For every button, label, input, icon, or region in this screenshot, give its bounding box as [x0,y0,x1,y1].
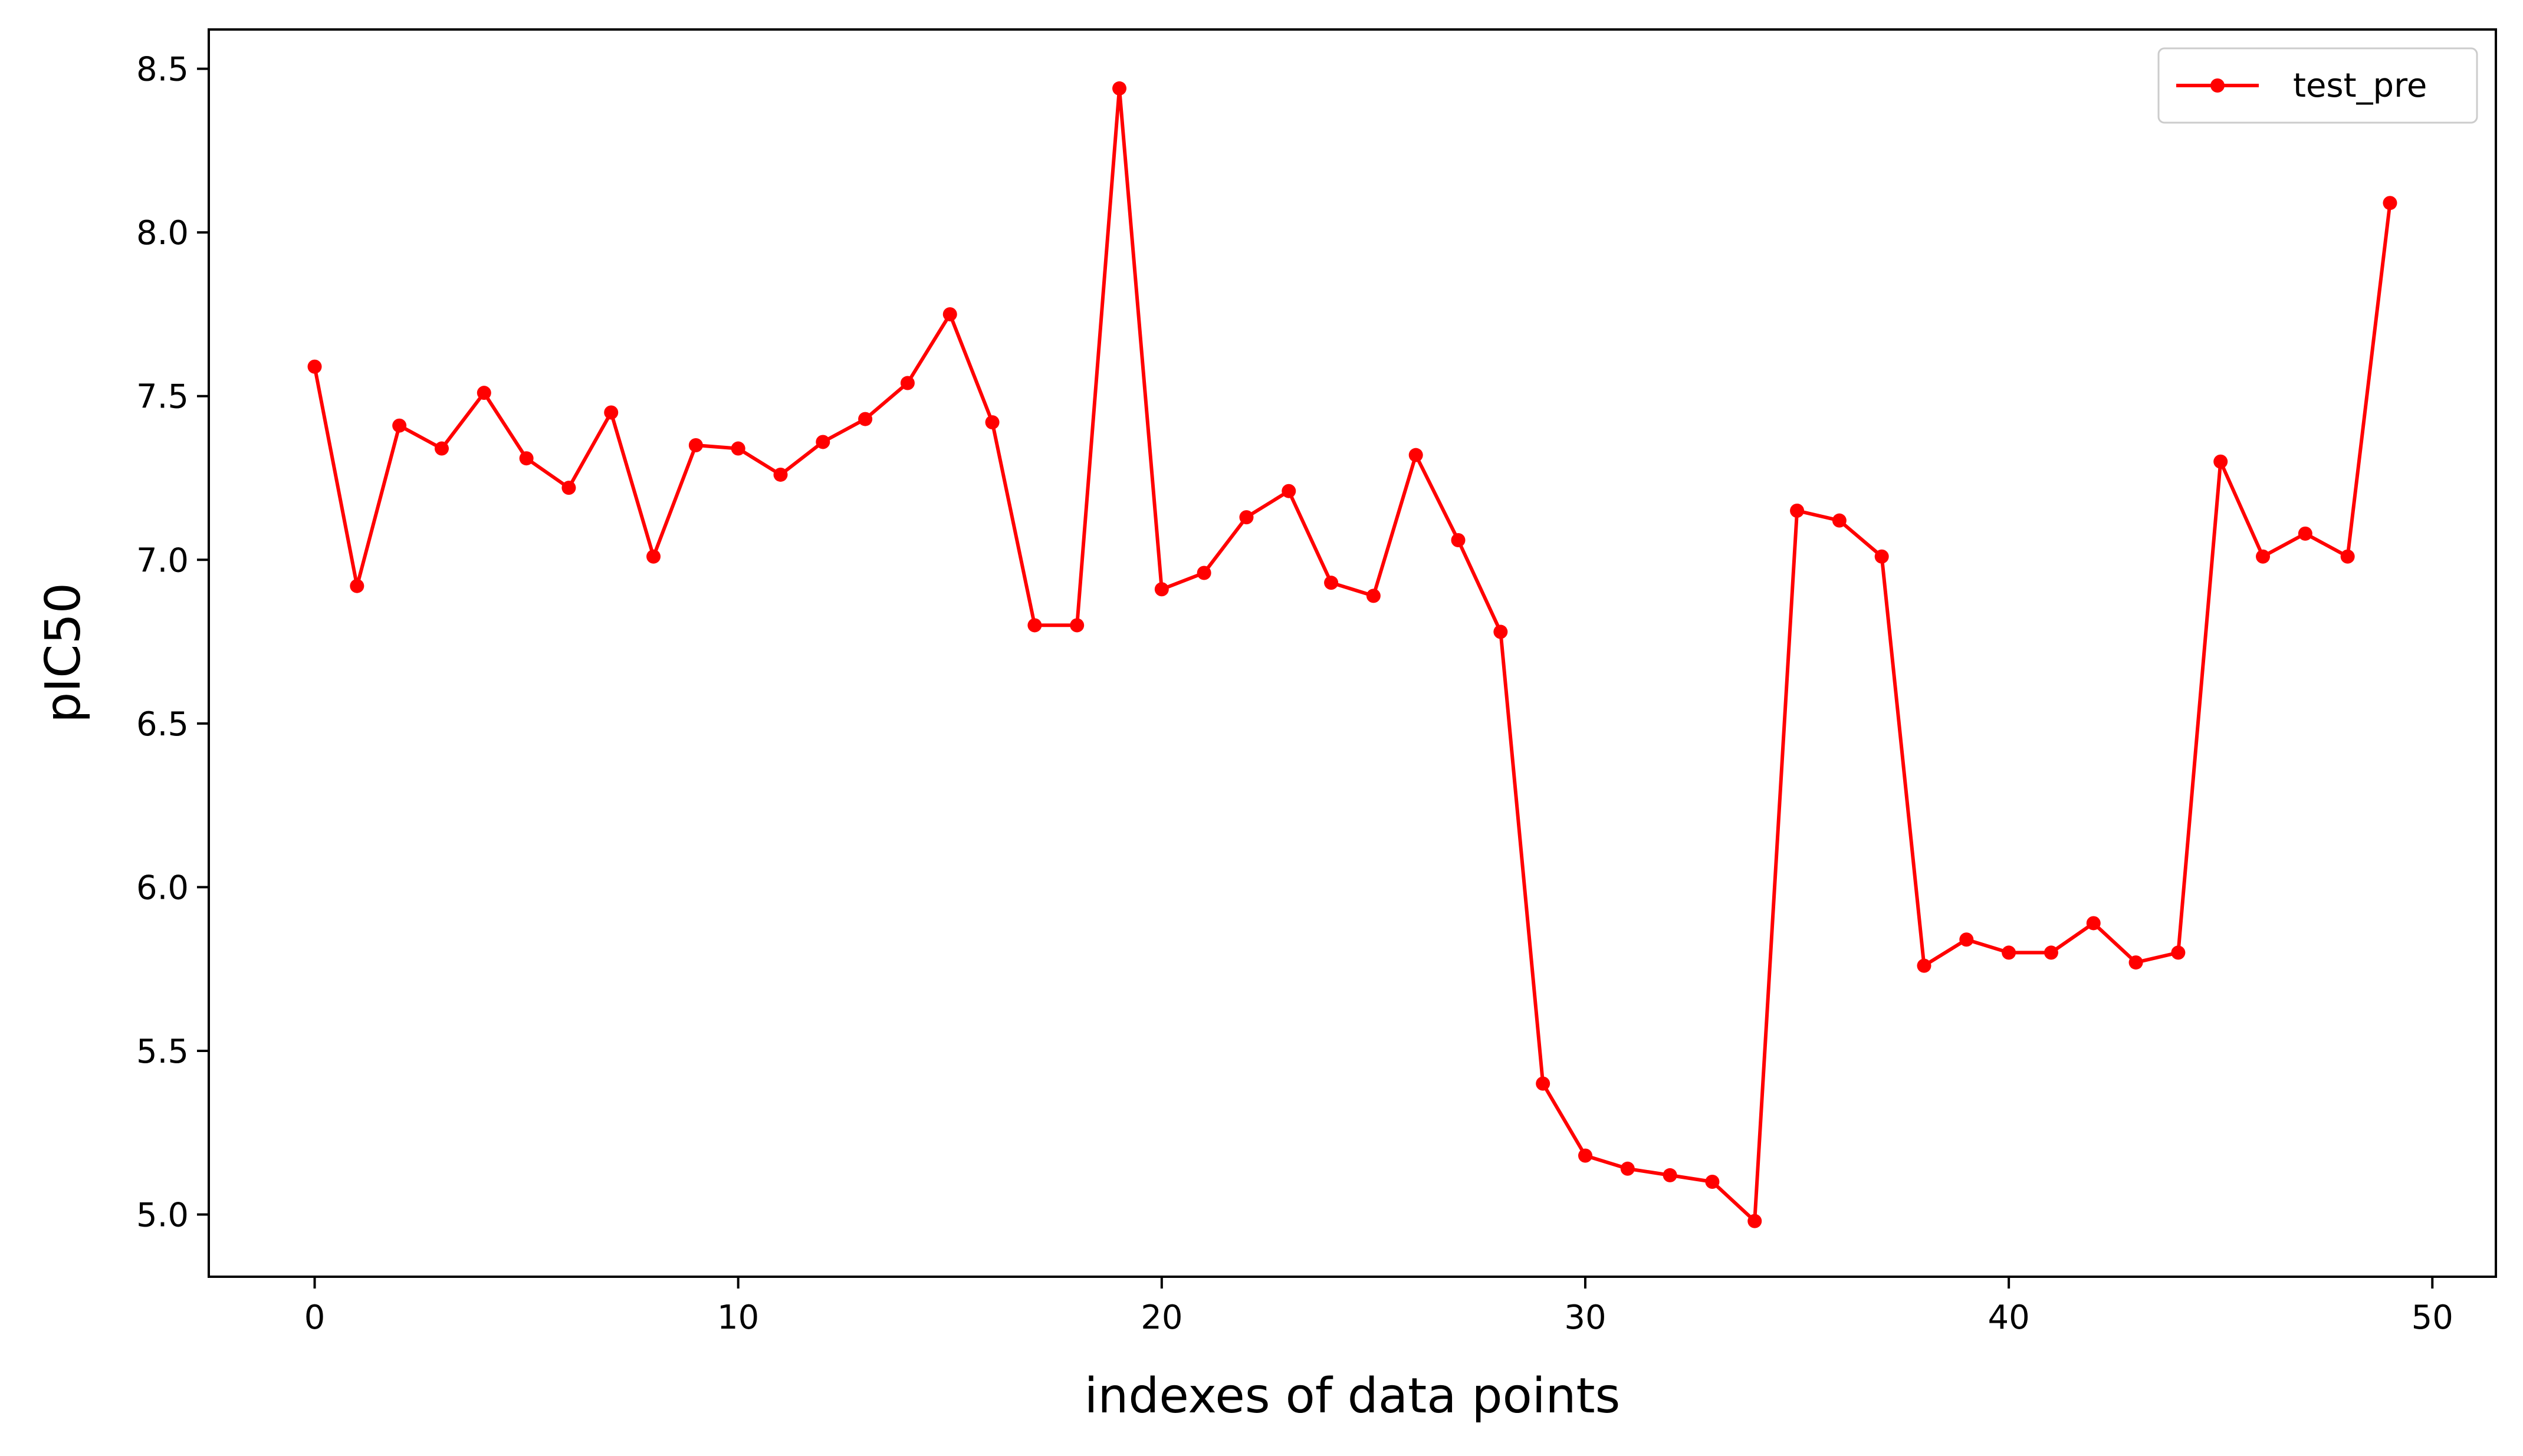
data-point [1027,618,1042,633]
data-point [2340,549,2355,564]
y-tick-label: 8.0 [136,214,189,252]
x-tick-label: 30 [1564,1299,1606,1337]
data-point [858,412,873,426]
data-point [2213,454,2228,469]
legend-label: test_pre [2293,67,2427,105]
data-point [900,376,915,390]
y-tick-label: 5.0 [136,1197,189,1235]
data-point [1154,582,1169,597]
data-point [1366,589,1381,603]
data-point [1705,1175,1720,1189]
x-tick-label: 20 [1141,1299,1182,1337]
plot-background [209,29,2496,1277]
data-point [773,467,788,482]
data-point [434,441,449,456]
data-point [1282,484,1296,498]
series-layer [307,81,2397,1228]
data-point [1451,533,1466,547]
x-tick-label: 50 [2412,1299,2453,1337]
y-tick-label: 6.0 [136,869,189,907]
data-point [1663,1168,1677,1182]
plot-frame [208,28,2497,1278]
data-point [604,405,619,420]
data-point [2128,955,2143,970]
data-point [2086,916,2101,931]
data-point [1239,510,1254,525]
data-point [350,579,364,593]
data-point [2298,526,2312,541]
y-tick-label: 6.5 [136,705,189,744]
legend-box [2157,47,2478,124]
data-point [307,359,322,374]
data-point [731,441,745,456]
series-line [313,86,2392,1223]
data-point [1112,81,1127,96]
y-tick-label: 8.5 [136,51,189,89]
data-point [392,418,407,433]
data-point [816,435,830,449]
y-tick-label: 7.0 [136,541,189,580]
x-axis-label: indexes of data points [1085,1368,1621,1424]
legend: test_pre [2157,47,2478,124]
data-point [1959,932,1974,947]
x-tick-label: 0 [304,1299,326,1337]
data-point [561,481,576,495]
data-point [2044,945,2058,960]
data-point [1620,1161,1635,1176]
x-axis-ticks: 0 10 20 30 40 50 [304,1277,2453,1337]
data-point [1324,576,1339,590]
data-point [2002,945,2016,960]
data-point [646,549,661,564]
data-point [1536,1076,1550,1091]
data-point [2383,196,2397,211]
x-tick-label: 10 [717,1299,759,1337]
data-point [1197,566,1211,580]
data-point [2256,549,2271,564]
data-point [1874,549,1889,564]
legend-marker-icon [2210,78,2225,93]
data-point [1832,513,1847,528]
data-point [477,386,491,400]
y-axis-ticks: 5.0 5.5 6.0 6.5 7.0 7.5 8.0 8.5 [136,51,209,1235]
data-point [688,438,703,452]
y-tick-label: 5.5 [136,1033,189,1071]
y-axis-label: pIC50 [35,583,91,723]
data-point [942,307,957,321]
data-point [519,451,534,466]
y-tick-label: 7.5 [136,378,189,416]
data-point [1578,1148,1592,1163]
data-point [1747,1214,1762,1228]
x-tick-label: 40 [1987,1299,2029,1337]
data-point [1408,448,1423,462]
data-point [1493,625,1508,639]
data-point [1070,618,1085,633]
data-point [1790,504,1805,518]
data-point [2171,945,2186,960]
data-point [1917,958,1931,973]
data-point [985,415,1000,430]
